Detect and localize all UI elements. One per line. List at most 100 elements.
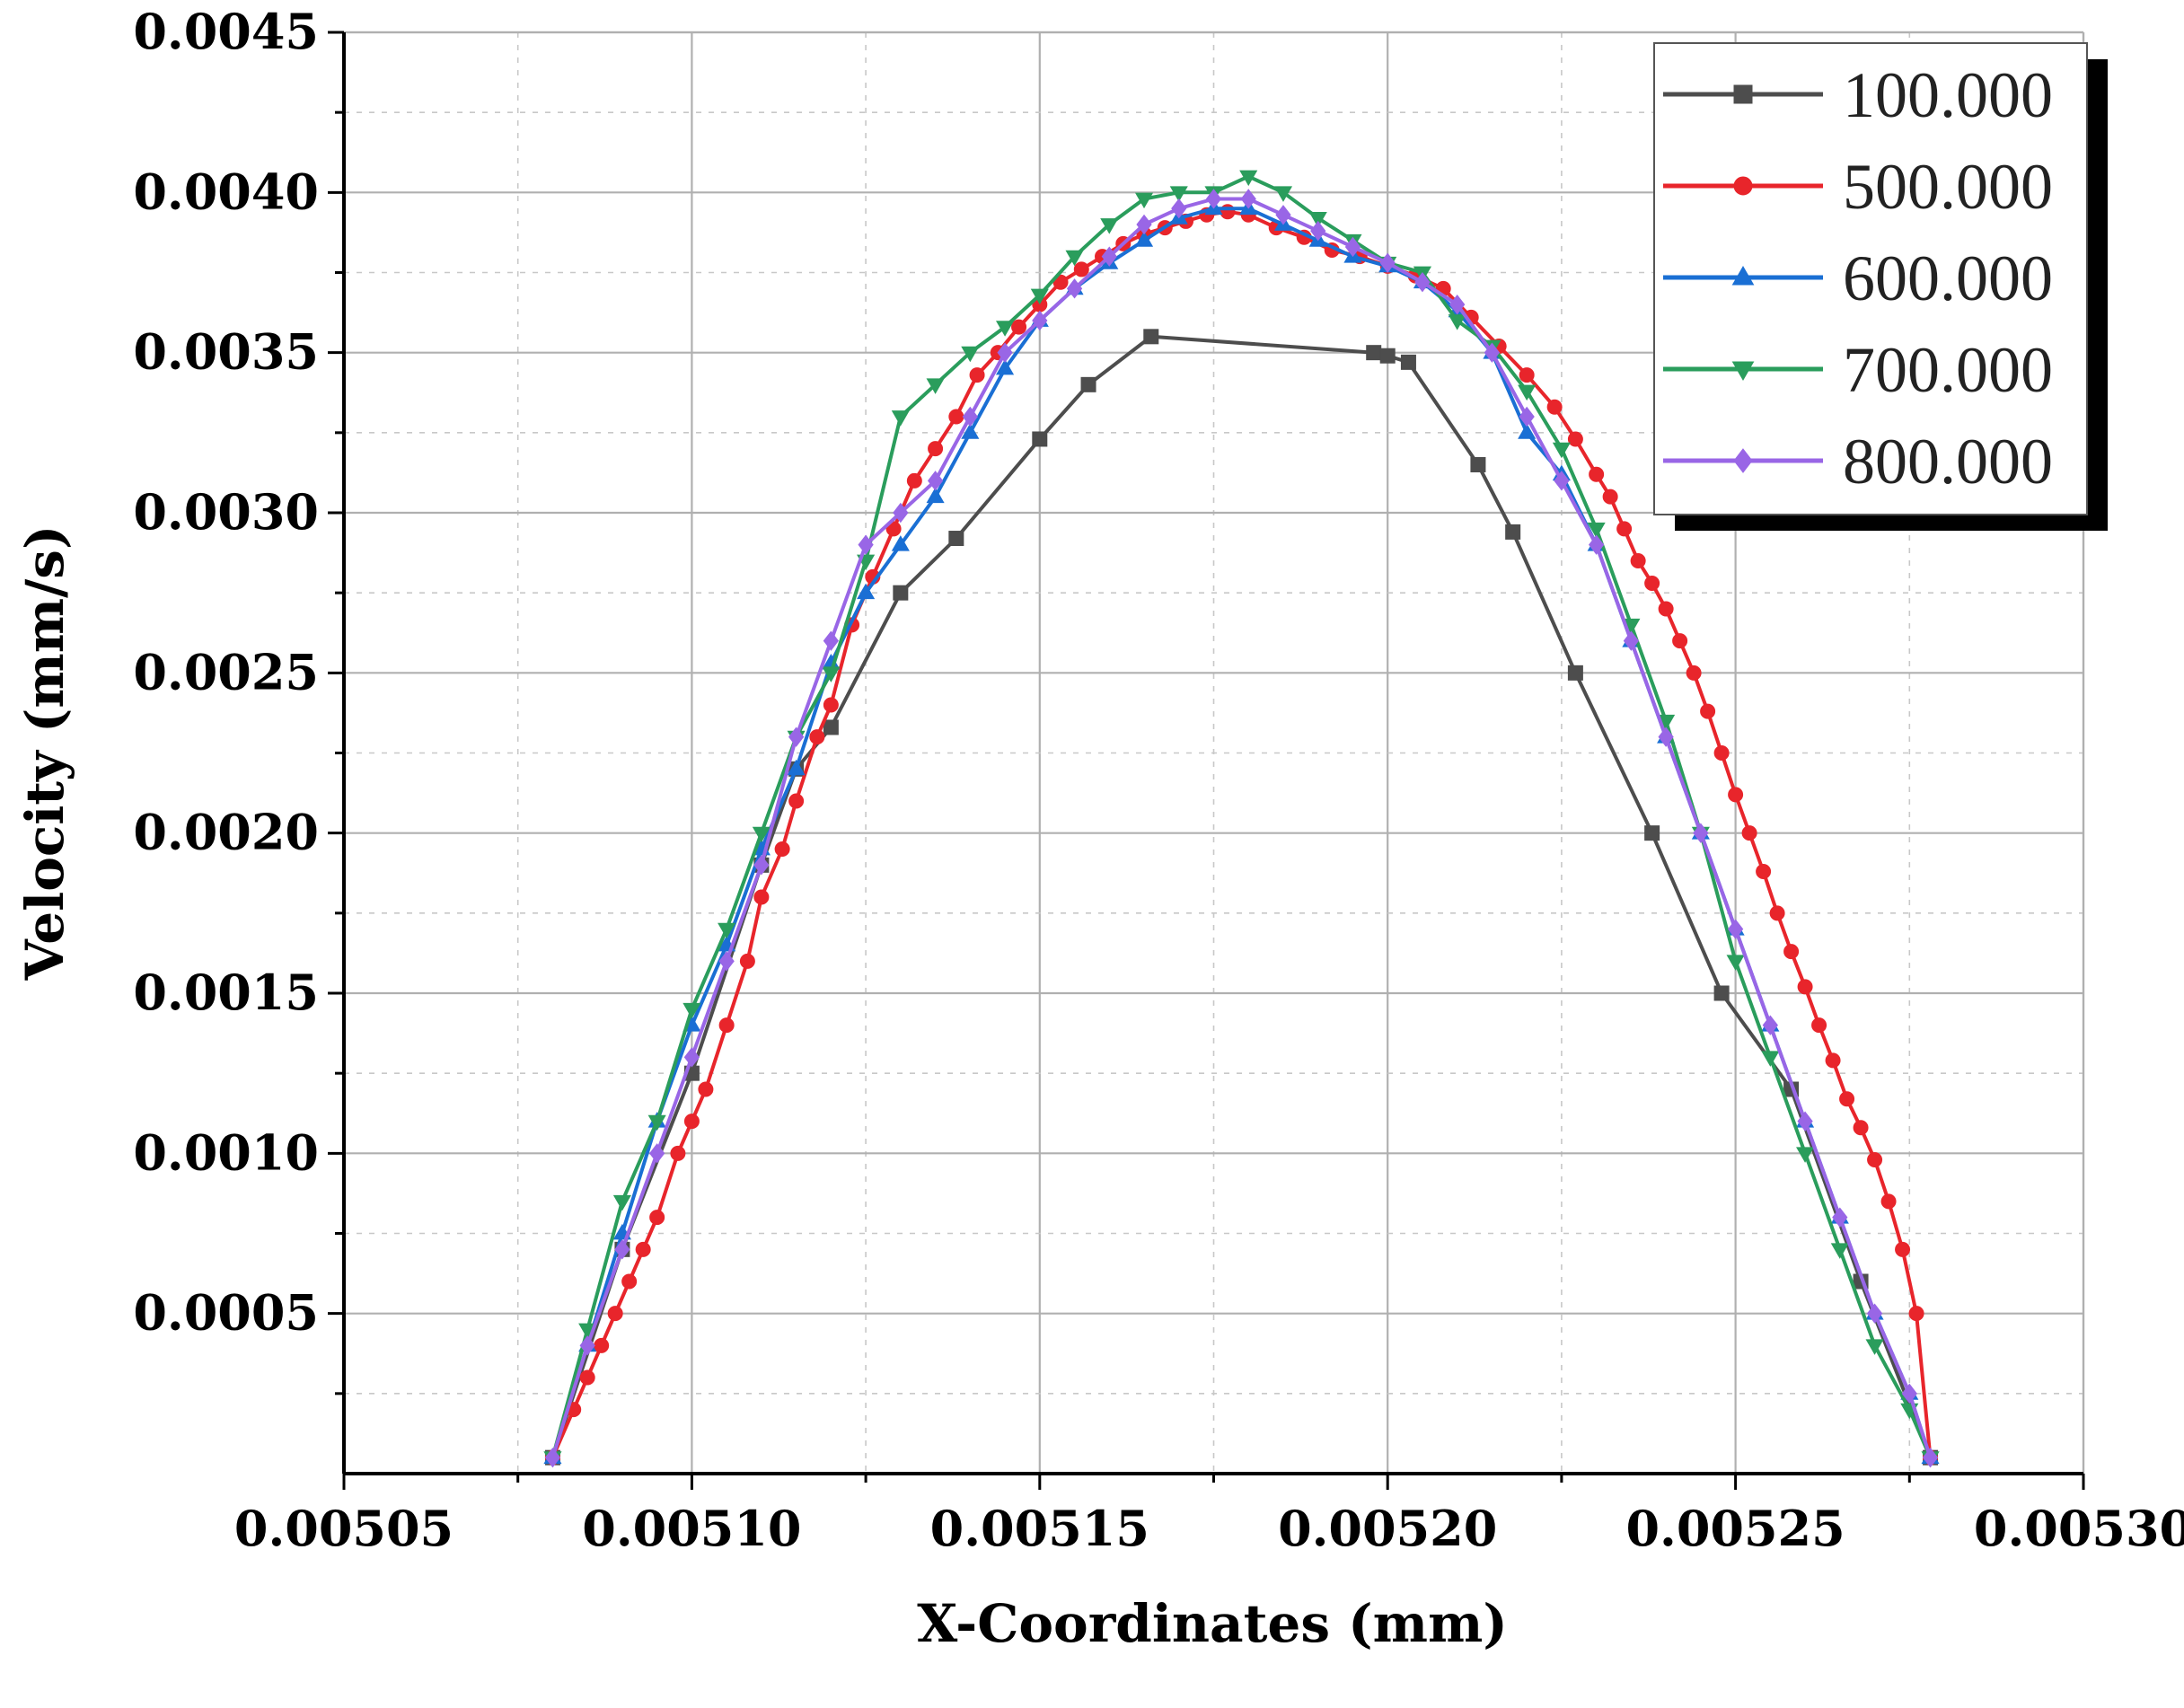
data-point: [698, 1081, 714, 1097]
data-point: [823, 697, 839, 713]
data-point: [788, 793, 805, 809]
data-point: [1546, 399, 1563, 415]
data-point: [1630, 553, 1646, 568]
data-point: [1880, 1193, 1897, 1210]
data-point: [1567, 665, 1583, 681]
data-point: [1366, 345, 1382, 361]
data-point: [718, 922, 736, 939]
x-tick-label: 0.00530: [1974, 1500, 2184, 1557]
data-point: [1761, 1051, 1780, 1067]
data-point: [752, 826, 771, 843]
data-point: [1275, 205, 1291, 225]
data-point: [787, 759, 806, 776]
series-800.000: [544, 189, 1939, 1468]
data-point: [1727, 919, 1744, 939]
data-point: [739, 953, 755, 969]
data-point: [1867, 1151, 1883, 1167]
data-point: [718, 951, 735, 972]
data-point: [1065, 250, 1084, 267]
data-point: [1623, 630, 1640, 651]
x-tick-label: 0.00515: [930, 1500, 1149, 1557]
data-point: [885, 521, 902, 537]
data-point: [858, 534, 874, 555]
data-point: [969, 367, 985, 383]
data-point: [1518, 384, 1537, 401]
data-point: [1741, 825, 1757, 841]
data-point: [1239, 170, 1258, 187]
data-point: [1865, 1339, 1884, 1355]
data-point: [906, 472, 922, 489]
data-point: [579, 1369, 595, 1386]
data-point: [1220, 204, 1236, 220]
data-point: [1519, 406, 1535, 427]
data-point: [823, 630, 839, 651]
y-tick-label: 0.0030: [133, 483, 319, 541]
data-point: [718, 1017, 735, 1034]
data-point: [635, 1241, 651, 1257]
data-point: [1101, 246, 1117, 267]
data-point: [594, 1337, 610, 1353]
data-point: [1713, 745, 1730, 761]
data-point: [1567, 431, 1583, 447]
data-point: [1853, 1120, 1869, 1136]
data-point: [1011, 319, 1027, 335]
data-point: [809, 729, 825, 745]
data-point: [1552, 442, 1571, 459]
data-point: [1143, 329, 1159, 345]
data-point: [1783, 944, 1800, 960]
legend-label: 100.000: [1843, 59, 2053, 131]
data-point: [1205, 189, 1222, 209]
data-point: [1713, 985, 1730, 1001]
data-point: [822, 666, 841, 682]
data-point: [1658, 601, 1674, 617]
data-point: [893, 585, 909, 601]
data-point: [1449, 294, 1466, 315]
data-point: [1762, 1015, 1778, 1035]
data-point: [995, 358, 1015, 375]
data-point: [753, 889, 770, 905]
data-point: [891, 535, 910, 551]
legend-entry: 800.000: [1663, 426, 2053, 497]
data-point: [1644, 825, 1660, 841]
data-point: [683, 1114, 700, 1130]
data-point: [1866, 1303, 1883, 1324]
data-point: [1901, 1383, 1917, 1404]
data-point: [1171, 198, 1187, 219]
data-point: [1344, 236, 1361, 258]
y-tick-label: 0.0010: [133, 1123, 319, 1181]
y-tick-label: 0.0025: [133, 643, 319, 700]
data-point: [753, 855, 770, 876]
data-point: [1554, 471, 1570, 491]
data-point: [1796, 1147, 1815, 1163]
y-tick-label: 0.0005: [133, 1284, 319, 1342]
data-point: [1589, 466, 1605, 482]
data-point: [1414, 271, 1431, 293]
data-point: [926, 487, 945, 504]
data-point: [1484, 342, 1501, 363]
data-point: [647, 1114, 666, 1131]
data-point: [995, 321, 1015, 337]
data-point: [1400, 354, 1416, 370]
data-point: [1030, 288, 1049, 305]
data-point: [1134, 231, 1154, 247]
data-point: [857, 583, 876, 600]
data-point: [683, 1047, 700, 1068]
data-point: [1240, 189, 1256, 209]
data-point: [1379, 252, 1396, 274]
data-point: [1616, 521, 1633, 537]
data-point: [612, 1194, 631, 1211]
data-point: [927, 471, 944, 491]
data-point: [1589, 534, 1605, 555]
y-tick-label: 0.0035: [133, 323, 319, 381]
legend-label: 700.000: [1843, 334, 2053, 406]
data-point: [962, 406, 978, 427]
data-point: [788, 726, 805, 747]
data-point: [1519, 367, 1535, 383]
data-point: [1728, 787, 1744, 803]
data-point: [649, 1210, 665, 1226]
data-point: [1658, 726, 1674, 747]
data-point: [1672, 633, 1688, 649]
data-point: [579, 1335, 595, 1356]
data-point: [682, 1002, 701, 1019]
data-point: [1908, 1306, 1924, 1322]
